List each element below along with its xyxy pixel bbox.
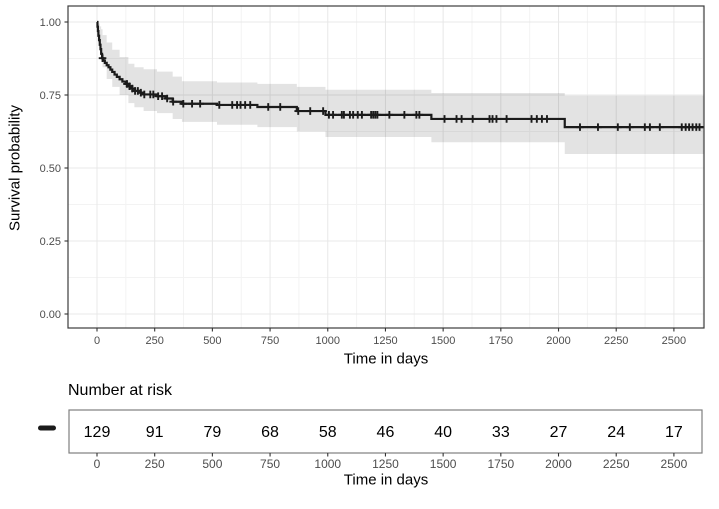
x-tick-label: 500 — [203, 335, 221, 347]
x-axis-title: Time in days — [343, 350, 429, 368]
risk-count: 40 — [434, 424, 452, 441]
censor-plus-mark — [329, 111, 337, 119]
risk-count: 33 — [492, 424, 510, 441]
censor-plus-mark — [169, 97, 177, 106]
y-tick-label: 0.25 — [40, 236, 61, 248]
censor-plus-mark — [695, 123, 704, 131]
risk-x-tick-label: 1750 — [487, 457, 514, 471]
risk-x-tick-label: 1500 — [430, 457, 457, 471]
censor-plus-mark — [656, 123, 664, 131]
risk-count: 129 — [84, 424, 111, 441]
censor-plus-mark — [98, 54, 107, 63]
x-tick-label: 0 — [94, 335, 100, 347]
censor-plus-mark — [468, 115, 477, 123]
x-tick-label: 2000 — [546, 335, 570, 347]
censor-plus-mark — [196, 99, 204, 108]
risk-strata-marker — [38, 425, 56, 431]
risk-x-tick-label: 250 — [145, 457, 165, 471]
risk-table-x-axis-title: Time in days — [343, 471, 429, 489]
risk-count: 24 — [607, 424, 625, 441]
risk-x-tick-label: 2500 — [661, 457, 688, 471]
censor-plus-mark — [594, 123, 602, 131]
x-tick-label: 250 — [146, 335, 164, 347]
risk-count: 58 — [319, 424, 337, 441]
x-tick-label: 1500 — [431, 335, 455, 347]
censor-marks — [98, 54, 704, 131]
risk-x-tick-label: 500 — [202, 457, 222, 471]
censor-plus-mark — [264, 103, 273, 111]
censor-plus-mark — [614, 123, 622, 131]
censor-plus-mark — [492, 115, 501, 123]
censor-plus-mark — [163, 94, 171, 103]
risk-count: 68 — [261, 424, 279, 441]
risk-x-tick-label: 0 — [94, 457, 101, 471]
risk-count: 17 — [665, 424, 683, 441]
risk-count: 46 — [377, 424, 395, 441]
censor-plus-mark — [502, 115, 511, 123]
risk-x-tick-label: 750 — [260, 457, 280, 471]
risk-counts-row: 129 91 79 68 58 46 40 33 27 24 17 — [84, 424, 683, 441]
censor-plus-mark — [543, 115, 551, 123]
censor-plus-mark — [294, 107, 303, 115]
censor-plus-mark — [149, 90, 158, 99]
gridlines-minor — [68, 6, 704, 328]
risk-count: 79 — [203, 424, 221, 441]
x-tick-label: 1250 — [373, 335, 397, 347]
censor-plus-mark — [306, 107, 315, 115]
y-axis-title: Survival probability — [6, 105, 24, 231]
y-tick-label: 1.00 — [40, 17, 61, 29]
censor-plus-mark — [440, 115, 449, 123]
censor-plus-mark — [246, 101, 255, 109]
censor-plus-mark — [215, 101, 224, 109]
plot-panel — [68, 6, 704, 328]
risk-table-title: Number at risk — [68, 382, 173, 399]
censor-plus-mark — [626, 123, 634, 131]
x-tick-label: 1000 — [316, 335, 340, 347]
censor-plus-mark — [576, 123, 584, 131]
risk-axis-ticks: 0 250 500 750 1000 1250 1500 1750 2000 2250 2500 — [94, 453, 688, 471]
censor-plus-mark — [646, 123, 654, 131]
censor-plus-mark — [276, 103, 285, 111]
confidence-band — [97, 22, 704, 154]
risk-count: 91 — [146, 424, 164, 441]
censor-plus-mark — [358, 111, 366, 119]
y-tick-label: 0.75 — [40, 90, 61, 102]
censor-plus-mark — [158, 92, 166, 100]
x-tick-label: 750 — [261, 335, 279, 347]
censor-plus-mark — [385, 111, 394, 119]
risk-count: 27 — [550, 424, 568, 441]
x-tick-label: 2250 — [604, 335, 628, 347]
censor-plus-mark — [188, 99, 196, 108]
main-axis-ticks: 0 250 500 750 1000 1250 1500 1750 2000 2250 2500 0.… — [40, 17, 687, 347]
risk-x-tick-label: 2250 — [603, 457, 630, 471]
censor-plus-mark — [400, 111, 409, 119]
y-tick-label: 0.50 — [40, 163, 61, 175]
risk-x-tick-label: 2000 — [545, 457, 572, 471]
risk-x-tick-label: 1250 — [372, 457, 399, 471]
x-tick-label: 1750 — [489, 335, 513, 347]
y-tick-label: 0.00 — [40, 309, 61, 321]
censor-plus-mark — [319, 107, 327, 115]
risk-x-tick-label: 1000 — [314, 457, 341, 471]
gridlines-major — [68, 6, 704, 328]
censor-plus-mark — [457, 115, 466, 123]
censor-plus-mark — [179, 99, 188, 108]
x-tick-label: 2500 — [662, 335, 686, 347]
censor-plus-mark — [415, 111, 424, 119]
censor-plus-mark — [373, 111, 382, 119]
